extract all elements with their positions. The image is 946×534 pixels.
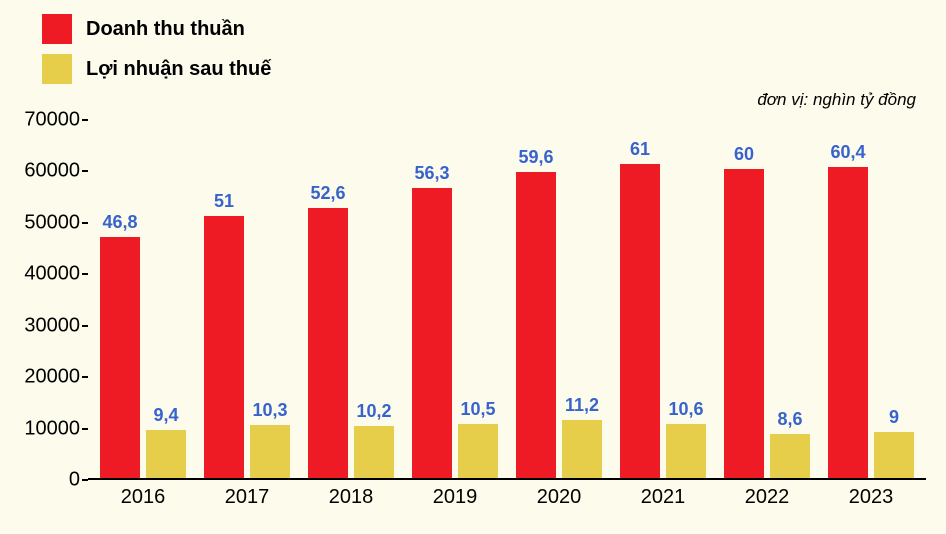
bar-label-revenue: 61 [620, 139, 660, 160]
bar-profit: 10,5 [458, 424, 498, 478]
bar-label-profit: 11,2 [562, 395, 602, 416]
y-axis-label: 60000 [24, 160, 80, 183]
y-axis-label: 50000 [24, 211, 80, 234]
x-axis-label: 2021 [618, 486, 708, 509]
legend-swatch-revenue [42, 14, 72, 44]
bar-label-profit: 10,2 [354, 401, 394, 422]
bar-label-revenue: 52,6 [308, 183, 348, 204]
bar-group: 608,6 [722, 120, 812, 478]
unit-label: đơn vị: nghìn tỷ đồng [757, 90, 916, 110]
x-axis-label: 2017 [202, 486, 292, 509]
y-tick [82, 428, 88, 430]
y-tick [82, 325, 88, 327]
y-axis-label: 30000 [24, 314, 80, 337]
bar-revenue: 46,8 [100, 237, 140, 478]
x-axis-label: 2016 [98, 486, 188, 509]
bar-profit: 9,4 [146, 430, 186, 478]
x-axis-label: 2020 [514, 486, 604, 509]
bar-profit: 8,6 [770, 434, 810, 478]
bar-group: 56,310,5 [410, 120, 500, 478]
bar-label-profit: 10,5 [458, 399, 498, 420]
bar-label-profit: 9 [874, 407, 914, 428]
bar-label-profit: 10,3 [250, 400, 290, 421]
bar-profit: 10,6 [666, 424, 706, 479]
bar-profit: 10,2 [354, 426, 394, 478]
y-axis-label: 10000 [24, 417, 80, 440]
bar-group: 5110,3 [202, 120, 292, 478]
bar-label-revenue: 60 [724, 144, 764, 165]
bar-label-revenue: 51 [204, 191, 244, 212]
chart-area: 01000020000300004000050000600007000046,8… [18, 120, 928, 515]
bar-revenue: 51 [204, 216, 244, 478]
legend-item-profit: Lợi nhuận sau thuế [42, 54, 928, 84]
y-tick [82, 119, 88, 121]
bar-group: 52,610,2 [306, 120, 396, 478]
legend-label-profit: Lợi nhuận sau thuế [86, 58, 271, 81]
y-tick [82, 273, 88, 275]
y-tick [82, 222, 88, 224]
bar-revenue: 61 [620, 164, 660, 478]
bar-group: 60,49 [826, 120, 916, 478]
bar-group: 6110,6 [618, 120, 708, 478]
legend-swatch-profit [42, 54, 72, 84]
y-axis-label: 0 [69, 469, 80, 492]
x-axis-label: 2022 [722, 486, 812, 509]
bar-revenue: 56,3 [412, 188, 452, 478]
bar-label-profit: 10,6 [666, 399, 706, 420]
x-axis-label: 2018 [306, 486, 396, 509]
legend-label-revenue: Doanh thu thuần [86, 18, 245, 41]
bar-profit: 10,3 [250, 425, 290, 478]
bar-group: 59,611,2 [514, 120, 604, 478]
y-tick [82, 170, 88, 172]
bar-label-profit: 9,4 [146, 405, 186, 426]
legend: Doanh thu thuần Lợi nhuận sau thuế [42, 14, 928, 84]
bar-label-revenue: 59,6 [516, 147, 556, 168]
chart-container: Doanh thu thuần Lợi nhuận sau thuế đơn v… [0, 0, 946, 534]
legend-item-revenue: Doanh thu thuần [42, 14, 928, 44]
bar-profit: 11,2 [562, 420, 602, 478]
y-tick [82, 376, 88, 378]
y-tick [82, 479, 88, 481]
bar-revenue: 52,6 [308, 208, 348, 479]
bar-revenue: 60,4 [828, 167, 868, 478]
plot: 01000020000300004000050000600007000046,8… [88, 120, 926, 480]
bar-label-profit: 8,6 [770, 409, 810, 430]
x-axis-label: 2023 [826, 486, 916, 509]
bar-profit: 9 [874, 432, 914, 478]
x-axis-label: 2019 [410, 486, 500, 509]
bar-label-revenue: 60,4 [828, 142, 868, 163]
bar-label-revenue: 46,8 [100, 212, 140, 233]
y-axis-label: 40000 [24, 263, 80, 286]
bar-group: 46,89,4 [98, 120, 188, 478]
bar-label-revenue: 56,3 [412, 163, 452, 184]
bar-revenue: 60 [724, 169, 764, 478]
y-axis-label: 70000 [24, 109, 80, 132]
bar-revenue: 59,6 [516, 172, 556, 479]
y-axis-label: 20000 [24, 366, 80, 389]
